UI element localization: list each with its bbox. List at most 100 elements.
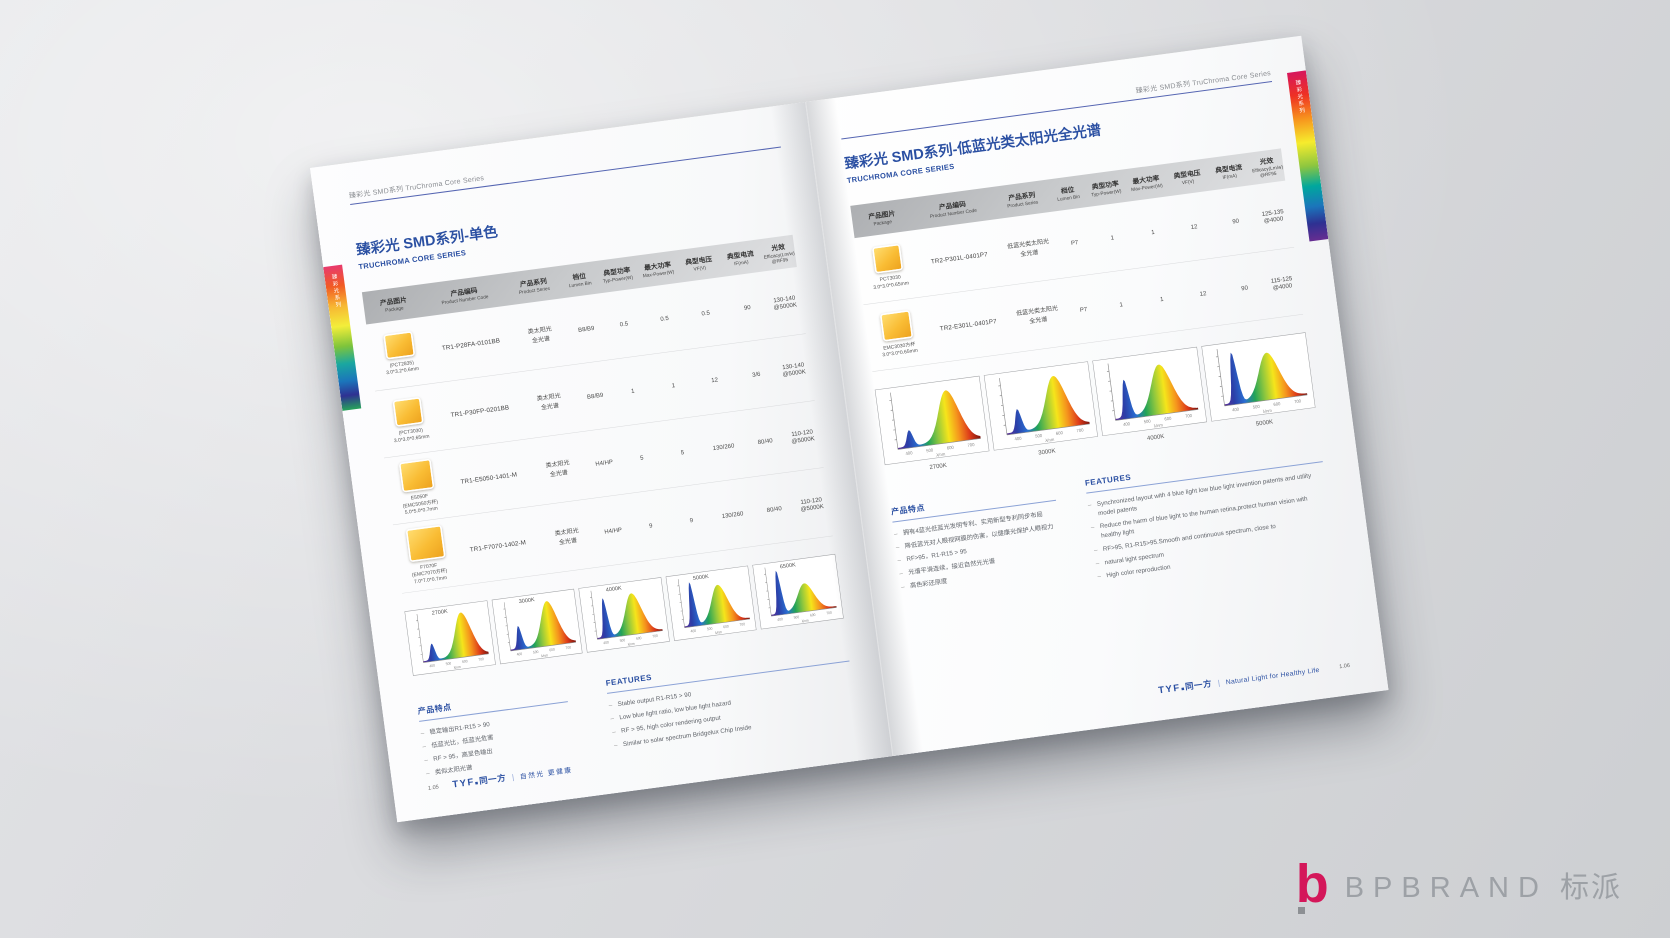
table-header-cell: 典型功率 Typ-Power(W)	[1084, 177, 1127, 199]
spectrum-plot: 400 500 600 700 λ/nm 4000K	[578, 577, 670, 653]
right-product-table: 产品图片 Package 产品编码 Product Number Code 产品…	[850, 148, 1304, 372]
package-cell: (PCT3030) 3.0*3.0*0.65mm	[377, 395, 442, 446]
efficacy: 110-120 @5000K	[790, 427, 816, 445]
spectrum-plot: 400 500 600 700 λ/nm 6500K	[752, 554, 844, 630]
svg-text:400: 400	[1232, 406, 1240, 412]
svg-text:600: 600	[810, 613, 816, 618]
svg-text:400: 400	[429, 664, 435, 669]
lumen-bin: H4/HP	[594, 457, 614, 468]
svg-text:500: 500	[446, 662, 452, 667]
typ-voltage: 130/260	[721, 509, 744, 520]
footer-tagline: 自然光 更健康	[519, 766, 573, 781]
typ-power: 1	[630, 386, 635, 395]
typ-power: 5	[639, 453, 644, 462]
package-label: (PCT2835) 3.0*3.2*0.6mm	[385, 359, 420, 376]
spectrum-plot: 400 500 600 700 λ/nm	[1201, 332, 1316, 422]
tyf-logo-mark-icon	[1181, 687, 1185, 691]
efficacy: 125-135 @4000	[1261, 207, 1284, 225]
svg-text:700: 700	[1185, 413, 1193, 419]
right-page: 臻彩光系列 臻彩光 SMD系列 TruChroma Core Series 臻彩…	[805, 35, 1389, 757]
product-code: TR2-E301L-0401P7	[939, 317, 998, 332]
efficacy: 110-120 @5000K	[799, 495, 825, 513]
svg-text:700: 700	[967, 442, 975, 448]
svg-text:400: 400	[690, 629, 696, 634]
spectrum-plot: 400 500 600 700 λ/nm	[1092, 346, 1207, 436]
svg-text:λ/nm: λ/nm	[1045, 437, 1055, 443]
typ-current: 90	[1240, 283, 1249, 292]
table-header-cell: 产品编码 Product Number Code	[911, 195, 995, 223]
tyf-logo-cn: 同一方	[478, 772, 507, 786]
footer-divider: |	[1217, 678, 1221, 688]
package-cell: PCT3030 3.0*3.0*0.65mm	[856, 242, 921, 293]
led-chip-image	[383, 330, 416, 360]
package-label: PCT3030 3.0*3.0*0.65mm	[872, 274, 910, 291]
table-header-cell: 产品系列 Product Series	[993, 187, 1052, 211]
left-rainbow-edge-tab: 臻彩光系列	[323, 264, 362, 411]
svg-text:700: 700	[739, 622, 745, 627]
svg-text:500: 500	[794, 615, 800, 620]
bpbrand-brand-name: BPBRAND	[1344, 872, 1548, 905]
brochure-spread: 臻彩光系列 臻彩光 SMD系列 TruChroma Core Series 臻彩…	[310, 35, 1389, 823]
led-chip-image	[405, 524, 446, 563]
right-rainbow-edge-tab: 臻彩光系列	[1287, 70, 1329, 242]
table-header-cell: 产品系列 Product Series	[504, 273, 563, 297]
product-code: TR1-F7070-1402-M	[469, 538, 527, 553]
typ-voltage: 12	[710, 375, 719, 384]
package-cell: F7070F (EMC7070方杯) 7.0*7.0*0.7mm	[394, 523, 461, 587]
typ-power: 0.5	[619, 319, 629, 328]
lumen-bin: H4/HP	[603, 525, 623, 536]
svg-text:500: 500	[1252, 404, 1260, 410]
spectrum-chart-2700K: 400 500 600 700 λ/nm 2700K	[874, 375, 991, 477]
svg-text:600: 600	[1273, 401, 1281, 407]
product-code: TR1-E5050-1401-M	[460, 470, 518, 486]
bpbrand-cn-name: 标派	[1559, 872, 1622, 905]
svg-text:600: 600	[1164, 415, 1172, 421]
typ-current: 3/6	[751, 370, 761, 379]
product-code: TR1-P28FA-0101BB	[441, 336, 501, 352]
max-power: 0.5	[659, 314, 670, 323]
efficacy: 130-140 @5000K	[772, 293, 798, 311]
svg-text:500: 500	[1143, 418, 1151, 424]
left-page-content: 臻彩光 SMD系列 TruChroma Core Series 臻彩光 SMD系…	[348, 133, 859, 795]
svg-text:400: 400	[603, 640, 609, 645]
table-header-cell: 光效 Efficacy(Lm/w) @RF95	[760, 240, 798, 267]
svg-text:400: 400	[905, 450, 913, 456]
lumen-bin: P7	[1079, 305, 1088, 314]
spectrum-chart-5000K: 400 500 600 700 λ/nm 5000K	[665, 565, 757, 642]
package-cell: (PCT2835) 3.0*3.2*0.6mm	[368, 329, 433, 379]
header-label-en: Efficacy(Lm/w) @RF95	[763, 250, 795, 265]
features-cn-block: 产品特点 拥有4蓝光低蓝光发明专利、实用新型专利同步布局降低蓝光对人眼视网膜的伤…	[890, 483, 1068, 611]
typ-current: 80/40	[757, 436, 774, 446]
features-cn-list: 拥有4蓝光低蓝光发明专利、实用新型专利同步布局降低蓝光对人眼视网膜的伤害，以健康…	[893, 508, 1065, 592]
svg-text:400: 400	[516, 652, 522, 657]
svg-text:λ/nm: λ/nm	[1153, 422, 1163, 428]
svg-text:700: 700	[565, 646, 571, 651]
typ-current: 90	[1231, 217, 1240, 225]
svg-text:700: 700	[1294, 398, 1302, 404]
footer-divider: |	[511, 772, 515, 782]
package-cell: E5050F (EMC5050方杯) 5.0*5.0*0.7mm	[385, 457, 452, 518]
product-series: 类太阳光 全光谱	[527, 325, 553, 345]
spectrum-plot: 400 500 600 700 λ/nm	[983, 361, 1098, 451]
typ-power: 1	[1119, 300, 1124, 309]
product-series: 低蓝光类太阳光 全光谱	[1006, 237, 1050, 258]
spectrum-chart-4000K: 400 500 600 700 λ/nm 4000K	[1092, 346, 1208, 448]
package-label: F7070F (EMC7070方杯) 7.0*7.0*0.7mm	[411, 562, 448, 585]
svg-text:λ/nm: λ/nm	[541, 653, 549, 658]
features-en-block: FEATURES Synchronized layout with 4 blue…	[1084, 447, 1335, 586]
spectrum-plot: 400 500 600 700 λ/nm 2700K	[404, 600, 496, 676]
typ-voltage: 0.5	[701, 308, 711, 317]
table-header-cell: 档位 Lumen Bin	[561, 269, 598, 290]
product-series: 类太阳光 全光谱	[536, 392, 562, 411]
table-header-cell: 典型电流 IF(mA)	[719, 247, 763, 269]
svg-text:λ/nm: λ/nm	[1262, 408, 1272, 414]
bpbrand-watermark: b BPBRAND 标派	[1296, 857, 1622, 914]
left-product-table: 产品图片 Package 产品编码 Product Number Code 产品…	[361, 234, 833, 594]
table-header-cell: 最大功率 Max-Power(W)	[1125, 172, 1168, 194]
svg-text:600: 600	[947, 444, 955, 450]
spectrum-plot: 400 500 600 700 λ/nm	[874, 375, 990, 466]
page-number: 1.05	[427, 783, 440, 792]
left-page: 臻彩光系列 臻彩光 SMD系列 TruChroma Core Series 臻彩…	[310, 101, 893, 823]
spectrum-charts-right: 400 500 600 700 λ/nm 2700K 400 500 600 700 λ/nm 300…	[874, 332, 1317, 477]
spectrum-chart-4000K: 400 500 600 700 λ/nm 4000K	[578, 577, 670, 653]
